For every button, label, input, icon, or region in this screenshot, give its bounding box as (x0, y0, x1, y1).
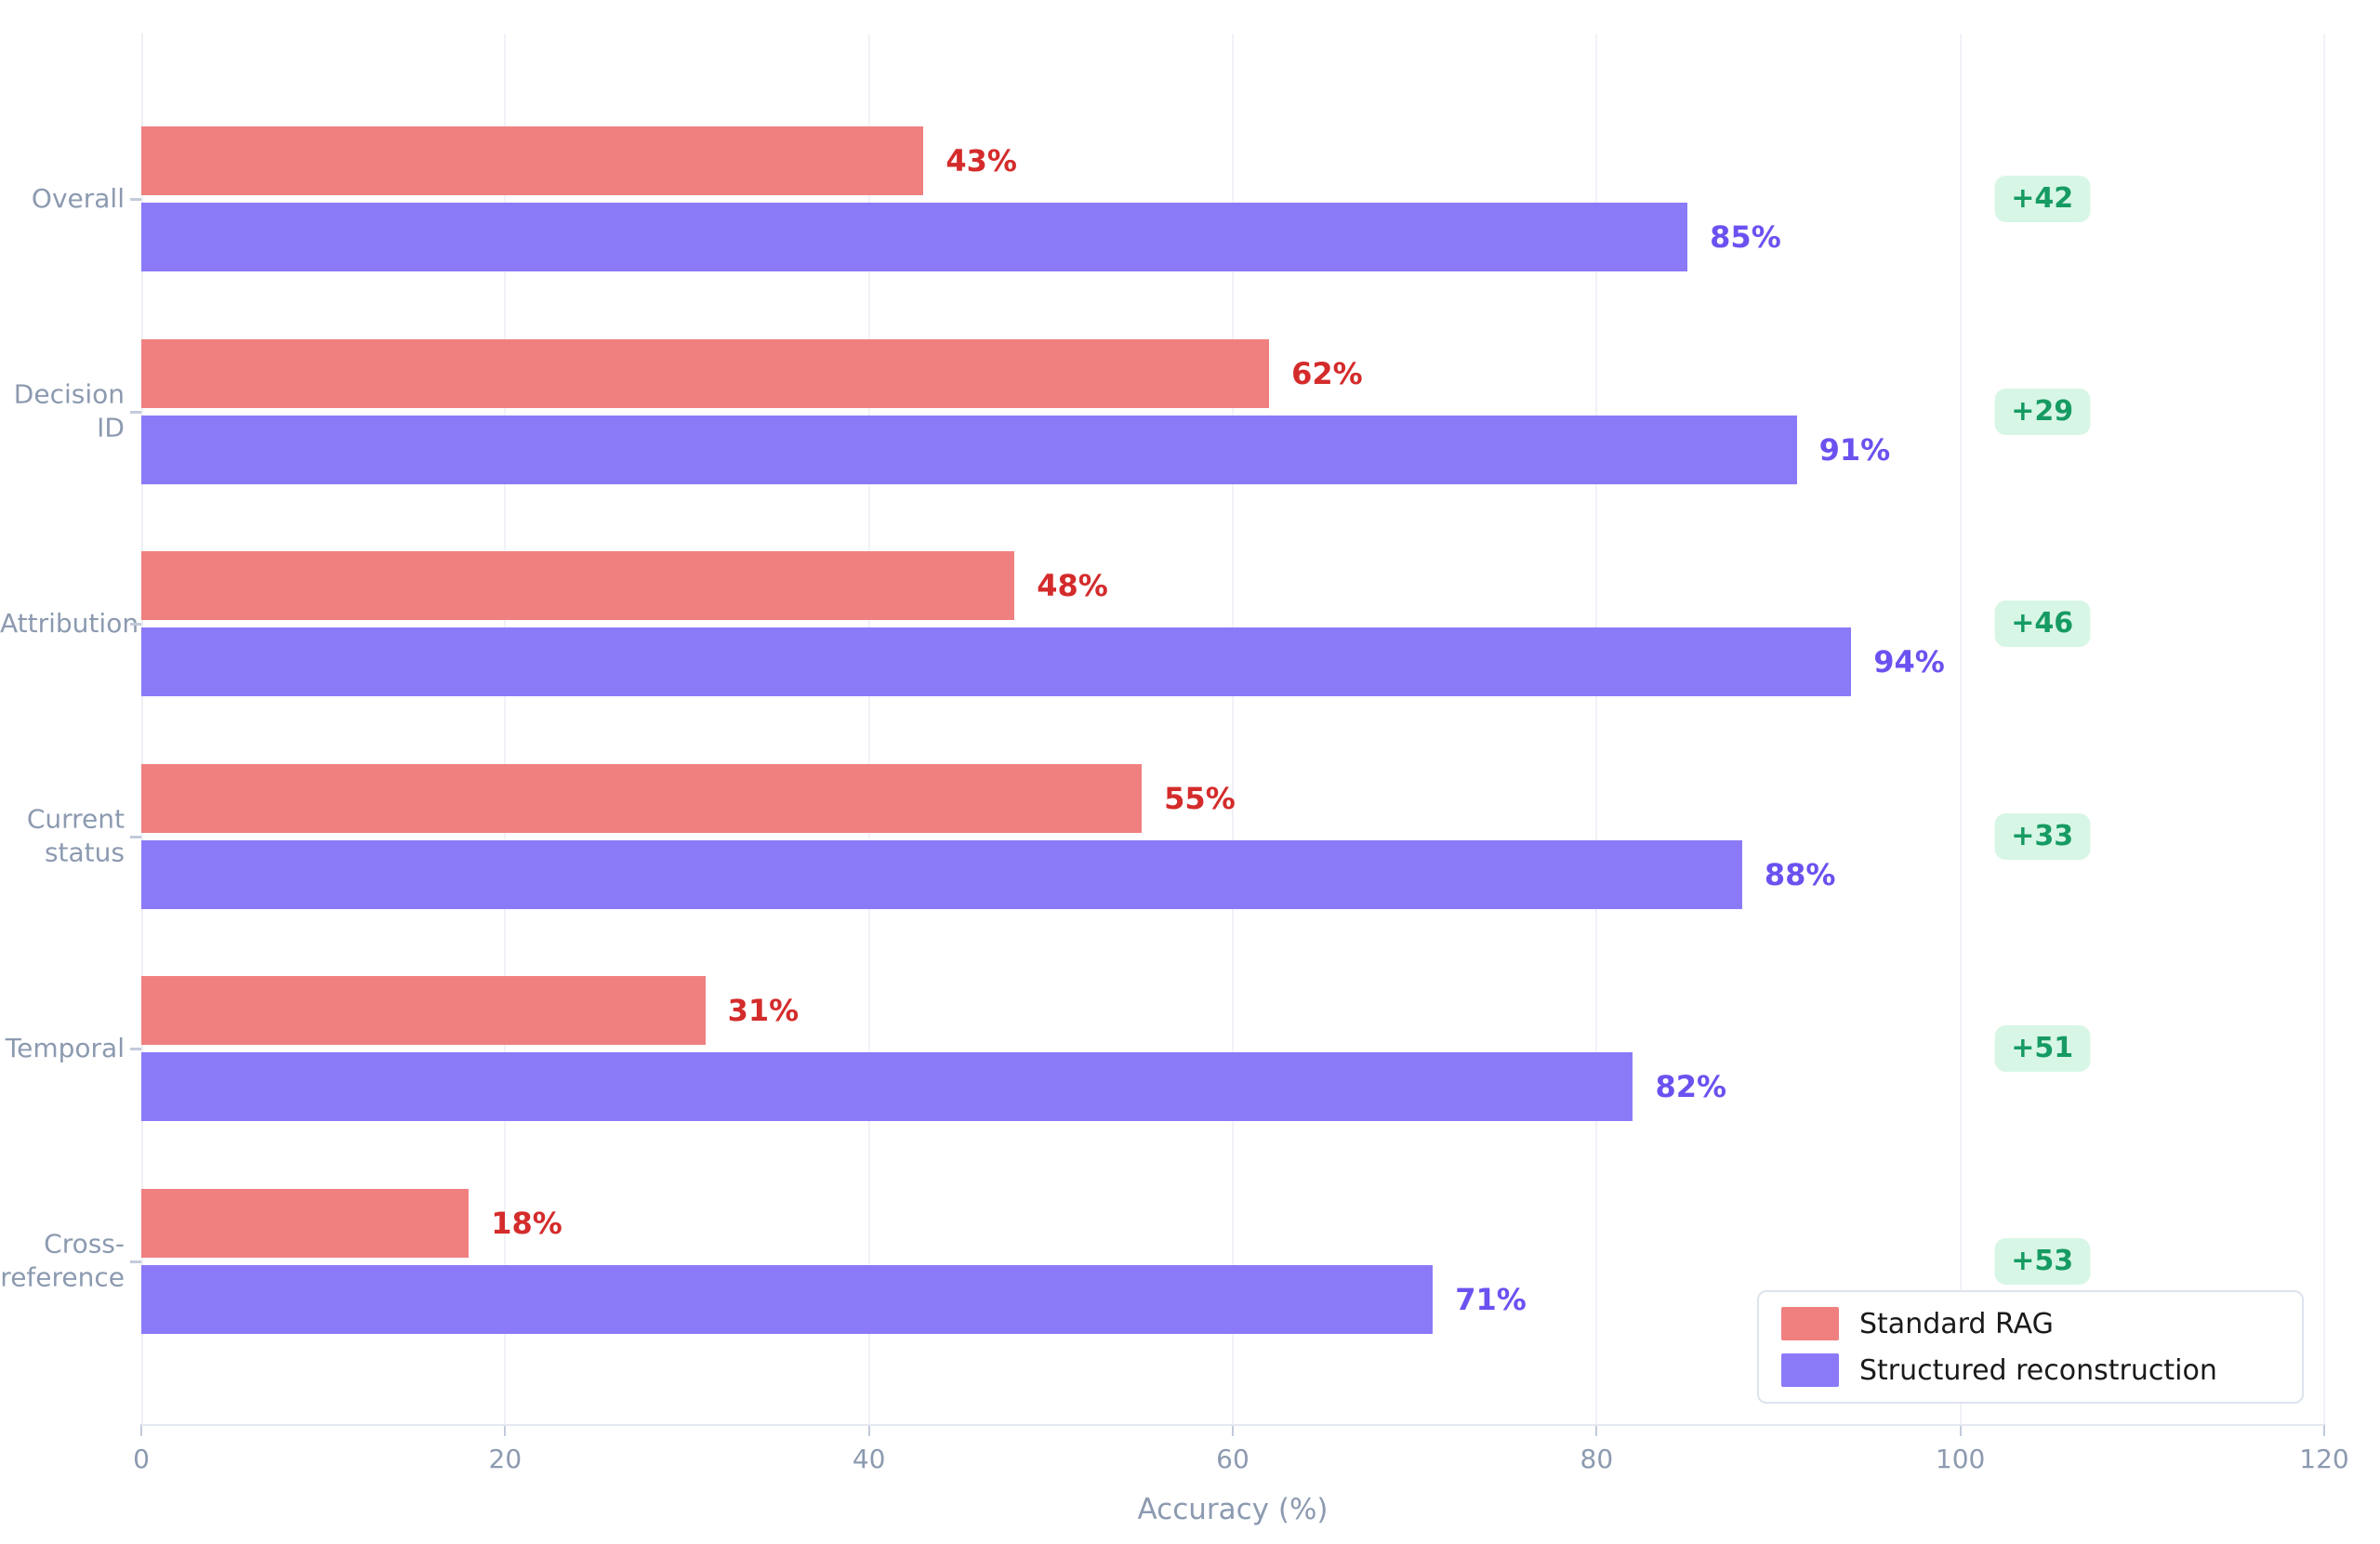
x-tick-label-100: 100 (1935, 1444, 1986, 1474)
y-tick-mark-0 (130, 198, 141, 201)
y-tick-mark-5 (130, 1260, 141, 1263)
value-label-standard-rag-1: 62% (1291, 355, 1363, 391)
legend-swatch-standard-rag (1781, 1307, 1839, 1340)
delta-badge-0: +42 (1994, 176, 2091, 222)
x-tick-mark-120 (2323, 1424, 2325, 1436)
category-label-1: Decision ID (13, 378, 125, 443)
y-tick-mark-3 (130, 835, 141, 838)
delta-badge-2: +46 (1994, 600, 2091, 647)
category-label-2: Attribution (0, 607, 139, 639)
gridline-40 (867, 33, 870, 1424)
bar-structured-reconstruction-0 (141, 203, 1688, 271)
legend: Standard RAG Structured reconstruction (1757, 1290, 2304, 1404)
x-tick-mark-0 (140, 1424, 142, 1436)
delta-badge-3: +33 (1994, 812, 2091, 860)
value-label-structured-reconstruction-4: 82% (1655, 1069, 1727, 1104)
bar-standard-rag-3 (141, 763, 1143, 833)
category-label-0: Overall (31, 182, 125, 214)
delta-badge-5: +53 (1994, 1237, 2091, 1285)
x-axis-line (141, 1424, 2324, 1426)
x-axis-title: Accuracy (%) (1137, 1493, 1329, 1526)
legend-label-standard-rag: Standard RAG (1859, 1307, 2054, 1340)
x-tick-label-80: 80 (1580, 1444, 1614, 1474)
value-label-structured-reconstruction-3: 88% (1764, 856, 1836, 892)
x-tick-label-40: 40 (852, 1444, 886, 1474)
gridline-80 (1595, 33, 1598, 1424)
legend-item-structured-reconstruction: Structured reconstruction (1781, 1353, 2280, 1387)
category-label-4: Temporal (5, 1032, 125, 1063)
gridline-120 (2323, 33, 2325, 1424)
bar-structured-reconstruction-2 (141, 627, 1852, 696)
x-tick-mark-100 (1959, 1424, 1962, 1436)
bar-structured-reconstruction-1 (141, 415, 1797, 484)
y-tick-mark-2 (130, 623, 141, 626)
bar-standard-rag-1 (141, 338, 1270, 408)
value-label-standard-rag-5: 18% (491, 1205, 562, 1241)
legend-swatch-structured-reconstruction (1781, 1353, 1839, 1387)
y-axis-line (141, 33, 143, 1424)
x-tick-mark-40 (867, 1424, 870, 1436)
bar-standard-rag-5 (141, 1188, 469, 1258)
gridline-60 (1232, 33, 1234, 1424)
value-label-structured-reconstruction-5: 71% (1455, 1281, 1527, 1317)
value-label-standard-rag-2: 48% (1037, 568, 1108, 603)
legend-item-standard-rag: Standard RAG (1781, 1307, 2280, 1340)
delta-badge-4: +51 (1994, 1025, 2091, 1072)
value-label-standard-rag-3: 55% (1164, 780, 1236, 816)
category-label-5: Cross- reference (0, 1228, 125, 1293)
bar-structured-reconstruction-3 (141, 839, 1742, 909)
value-label-structured-reconstruction-1: 91% (1818, 431, 1891, 468)
gridline-100 (1959, 33, 1962, 1424)
bar-standard-rag-0 (141, 126, 924, 195)
x-tick-label-0: 0 (133, 1444, 150, 1474)
delta-badge-1: +29 (1994, 388, 2091, 435)
value-label-structured-reconstruction-2: 94% (1873, 644, 1945, 680)
bar-standard-rag-2 (141, 551, 1015, 620)
legend-label-structured-reconstruction: Structured reconstruction (1859, 1353, 2217, 1387)
x-tick-label-60: 60 (1216, 1444, 1250, 1474)
bar-standard-rag-4 (141, 976, 706, 1045)
bar-structured-reconstruction-5 (141, 1264, 1434, 1334)
value-label-standard-rag-4: 31% (727, 993, 800, 1028)
x-tick-mark-60 (1232, 1424, 1234, 1436)
x-tick-label-120: 120 (2299, 1444, 2349, 1474)
x-tick-mark-20 (504, 1424, 507, 1436)
x-tick-mark-80 (1595, 1424, 1598, 1436)
category-label-3: Current status (26, 803, 125, 868)
x-tick-label-20: 20 (488, 1444, 522, 1474)
bar-structured-reconstruction-4 (141, 1052, 1633, 1121)
value-label-structured-reconstruction-0: 85% (1710, 219, 1781, 255)
value-label-standard-rag-0: 43% (945, 143, 1017, 178)
y-tick-mark-1 (130, 410, 141, 414)
y-tick-mark-4 (130, 1048, 141, 1050)
gridline-20 (504, 33, 507, 1424)
